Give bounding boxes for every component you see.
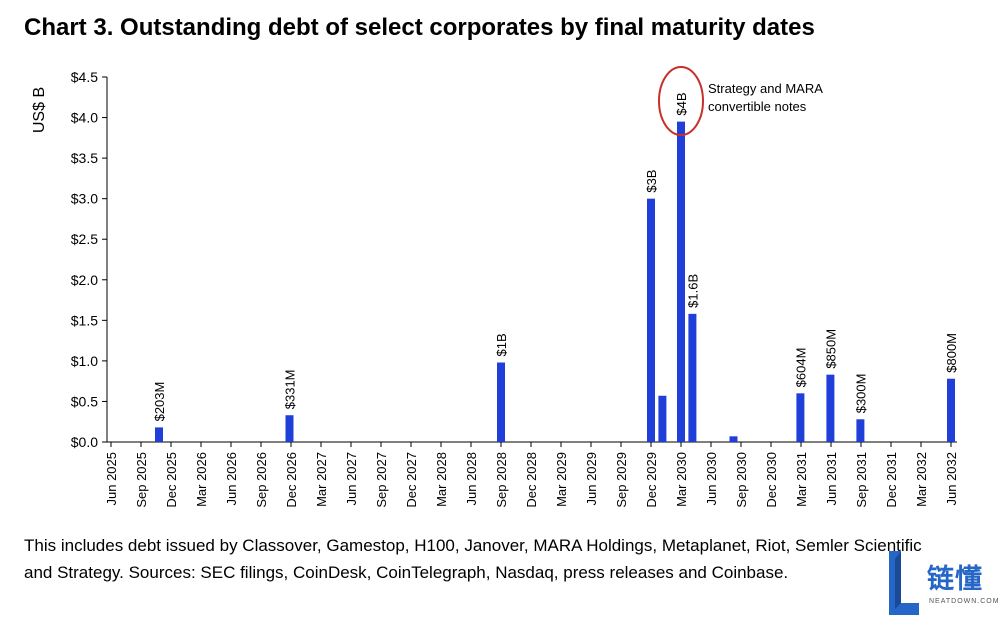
x-tick-label: Mar 2027 <box>314 452 329 507</box>
annotation-line-1: Strategy and MARA <box>708 81 823 96</box>
x-tick-label: Mar 2030 <box>674 452 689 507</box>
bar-data-label: $604M <box>793 348 808 388</box>
bar <box>729 436 738 442</box>
x-tick-label: Sep 2026 <box>254 452 269 508</box>
x-tick-label: Jun 2030 <box>704 452 719 506</box>
y-tick-label: $2.0 <box>71 272 98 288</box>
x-tick-label: Mar 2029 <box>554 452 569 507</box>
y-tick-label: $1.5 <box>71 312 98 328</box>
bar-data-label: $3B <box>644 170 659 193</box>
x-tick-label: Sep 2028 <box>494 452 509 508</box>
footnote: This includes debt issued by Classover, … <box>24 536 922 582</box>
y-tick-label: $2.5 <box>71 231 98 247</box>
bar <box>677 121 685 442</box>
chart-bars <box>155 121 955 442</box>
highlight-ellipse <box>658 66 704 136</box>
chart-axes: $0.0 $0.5 $1.0 $1.5 $2.0 $2.5 $3.0 $3.5 $4.0 $4.5… <box>71 69 959 508</box>
bar-data-label: $4B <box>674 92 689 115</box>
bar-data-label: $331M <box>283 369 298 409</box>
x-tick-label: Mar 2031 <box>794 452 809 507</box>
y-tick-label: $1.0 <box>71 353 98 369</box>
chart-title: Chart 3. Outstanding debt of select corp… <box>24 14 815 41</box>
y-tick-label: $4.5 <box>71 69 98 85</box>
y-tick-label: $4.0 <box>71 110 98 126</box>
bar-data-label: $203M <box>152 382 167 422</box>
y-tick-label: $0.0 <box>71 434 98 450</box>
bar-data-label: $1.6B <box>685 274 700 308</box>
x-tick-label: Jun 2028 <box>464 452 479 506</box>
x-tick-label: Jun 2029 <box>584 452 599 506</box>
annotation-text: Strategy and MARA convertible notes <box>708 80 823 116</box>
x-tick-label: Dec 2029 <box>644 452 659 508</box>
x-tick-label: Dec 2030 <box>764 452 779 508</box>
x-tick-label: Dec 2031 <box>884 452 899 508</box>
x-tick-label: Sep 2027 <box>374 452 389 508</box>
bar-chart: $0.0 $0.5 $1.0 $1.5 $2.0 $2.5 $3.0 $3.5 $4.0 $4.5… <box>71 66 959 508</box>
bar <box>826 374 835 442</box>
x-tick-label: Jun 2032 <box>944 452 959 506</box>
bar <box>688 313 697 442</box>
x-tick-label: Jun 2031 <box>824 452 839 506</box>
x-tick-label: Jun 2027 <box>344 452 359 506</box>
bar <box>796 393 805 442</box>
bar-data-label: $850M <box>823 329 838 369</box>
bar-data-label: $300M <box>853 374 868 414</box>
logo-subtext: NEATDOWN.COM <box>929 598 1000 605</box>
watermark-logo: 链懂 NEATDOWN.COM <box>885 549 1000 617</box>
x-tick-label: Dec 2026 <box>284 452 299 508</box>
bar <box>647 198 655 442</box>
y-tick-label: $0.5 <box>71 393 98 409</box>
x-tick-label: Sep 2029 <box>614 452 629 508</box>
x-tick-label: Mar 2032 <box>914 452 929 507</box>
logo-text: 链懂 <box>927 564 983 594</box>
annotation-line-2: convertible notes <box>708 99 807 114</box>
chart-data-labels: $203M $331M $1B $3B $4B $1.6B $604M $850M $300M $… <box>152 66 959 422</box>
bar <box>155 427 163 442</box>
x-tick-label: Dec 2028 <box>524 452 539 508</box>
logo-mark-icon <box>889 551 919 615</box>
y-tick-label: $3.5 <box>71 150 98 166</box>
x-tick-label: Dec 2027 <box>404 452 419 508</box>
bar-data-label: $800M <box>944 333 959 373</box>
bar <box>947 378 955 442</box>
x-tick-label: Sep 2030 <box>734 452 749 508</box>
x-tick-label: Mar 2028 <box>434 452 449 507</box>
x-tick-label: Mar 2026 <box>194 452 209 507</box>
y-tick-label: $3.0 <box>71 191 98 207</box>
x-tick-label: Jun 2026 <box>224 452 239 506</box>
bar-data-label: $1B <box>494 333 509 356</box>
bar <box>658 395 667 442</box>
x-tick-label: Jun 2025 <box>104 452 119 506</box>
bar <box>285 415 294 442</box>
bar <box>856 419 865 442</box>
x-tick-label: Sep 2025 <box>134 452 149 508</box>
x-tick-label: Dec 2025 <box>164 452 179 508</box>
x-tick-label: Sep 2031 <box>854 452 869 508</box>
bar <box>497 362 505 442</box>
